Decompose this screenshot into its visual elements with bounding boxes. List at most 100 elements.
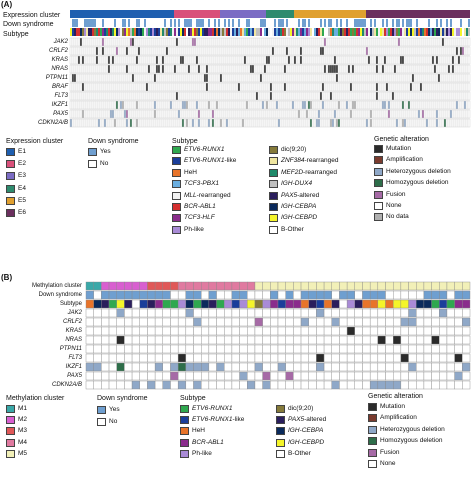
subtype-cell — [339, 299, 348, 309]
expression-cluster-cell — [268, 10, 270, 18]
subtype-cell — [74, 28, 76, 36]
alteration-cell — [439, 344, 448, 354]
down-syndrome-cell — [452, 19, 454, 27]
down-syndrome-cell — [330, 19, 332, 27]
alteration-cell — [385, 362, 394, 372]
alteration-cell — [254, 326, 263, 336]
subtype-cell — [442, 28, 444, 36]
methylation-cluster-cell — [254, 281, 263, 291]
alteration-cell — [224, 344, 233, 354]
subtype-cell — [464, 28, 466, 36]
subtype-cell — [346, 28, 348, 36]
subtype-cell — [272, 28, 274, 36]
legend-b-subtype-label: PAX5-altered — [288, 416, 327, 424]
down-syndrome-cell — [86, 19, 88, 27]
alteration-cell — [162, 335, 171, 345]
alteration-cell — [439, 362, 448, 372]
alteration-cell — [185, 353, 194, 363]
alteration-cell — [270, 344, 279, 354]
subtype-cell — [200, 28, 202, 36]
subtype-cell — [468, 28, 470, 36]
down-syndrome-cell — [276, 19, 278, 27]
down-syndrome-cell — [218, 19, 220, 27]
alteration-cell — [262, 308, 271, 318]
expression-cluster-cell — [164, 10, 166, 18]
subtype-cell — [432, 28, 434, 36]
expression-cluster-cell — [312, 10, 314, 18]
down-syndrome-cell — [80, 19, 82, 27]
alteration-cell — [200, 308, 210, 318]
expression-cluster-cell — [384, 10, 386, 18]
alteration-cell — [308, 380, 317, 390]
alteration-cell — [147, 353, 156, 363]
methylation-cluster-cell — [316, 281, 325, 291]
alteration-cell — [400, 308, 409, 318]
subtype-cell — [239, 299, 248, 309]
alteration-cell — [416, 317, 425, 327]
legend-b-genetic-title: Genetic alteration — [368, 393, 423, 400]
alteration-cell — [200, 362, 210, 372]
alteration-cell — [446, 308, 455, 318]
expression-cluster-cell — [314, 10, 316, 18]
subtype-cell — [332, 28, 334, 36]
down-syndrome-cell — [101, 290, 110, 300]
alteration-cell — [154, 362, 163, 372]
expression-cluster-cell — [176, 10, 178, 18]
down-syndrome-cell — [364, 19, 366, 27]
subtype-cell — [94, 28, 96, 36]
subtype-cell — [85, 299, 94, 309]
expression-cluster-cell — [150, 10, 152, 18]
subtype-cell — [310, 28, 312, 36]
expression-cluster-cell — [270, 10, 272, 18]
expression-cluster-cell — [362, 10, 364, 18]
alteration-cell — [308, 335, 317, 345]
expression-cluster-cell — [346, 10, 348, 18]
alteration-cell — [139, 335, 148, 345]
alteration-cell — [467, 73, 471, 83]
alteration-cell — [93, 353, 102, 363]
legend-b-genetic-swatch — [368, 403, 377, 411]
alteration-cell — [377, 380, 386, 390]
down-syndrome-cell — [296, 19, 298, 27]
subtype-cell — [384, 28, 386, 36]
down-syndrome-cell — [94, 19, 96, 27]
methylation-cluster-cell — [131, 281, 140, 291]
alteration-cell — [308, 362, 317, 372]
expression-cluster-cell — [236, 10, 238, 18]
down-syndrome-cell — [176, 19, 178, 27]
alteration-cell — [416, 371, 425, 381]
expression-cluster-cell — [454, 10, 456, 18]
alteration-cell — [200, 380, 210, 390]
expression-cluster-cell — [152, 10, 154, 18]
down-syndrome-cell — [168, 19, 170, 27]
subtype-cell — [336, 28, 338, 36]
subtype-cell — [256, 28, 258, 36]
down-syndrome-cell — [93, 290, 102, 300]
expression-cluster-cell — [246, 10, 248, 18]
down-syndrome-cell — [184, 19, 186, 27]
alteration-cell — [316, 317, 325, 327]
expression-cluster-cell — [298, 10, 300, 18]
expression-cluster-cell — [100, 10, 102, 18]
alteration-cell — [139, 380, 148, 390]
alteration-cell — [454, 362, 463, 372]
down-syndrome-cell — [120, 19, 122, 27]
alteration-cell — [439, 380, 448, 390]
down-syndrome-cell — [288, 19, 290, 27]
subtype-cell — [84, 28, 86, 36]
subtype-cell — [154, 299, 163, 309]
alteration-cell — [285, 362, 294, 372]
alteration-cell — [147, 362, 156, 372]
subtype-cell — [334, 28, 336, 36]
legend-b-subtype-label: Ph-like — [192, 449, 212, 457]
expression-cluster-cell — [428, 10, 430, 18]
expression-cluster-cell — [86, 10, 88, 18]
alteration-cell — [101, 344, 110, 354]
legend-b-subtype-swatch — [276, 427, 285, 436]
legend-b-methylation-swatch — [6, 427, 15, 436]
alteration-cell — [431, 335, 440, 345]
down-syndrome-cell — [326, 19, 328, 27]
alteration-cell — [131, 335, 140, 345]
subtype-cell — [277, 299, 286, 309]
alteration-cell — [147, 317, 156, 327]
